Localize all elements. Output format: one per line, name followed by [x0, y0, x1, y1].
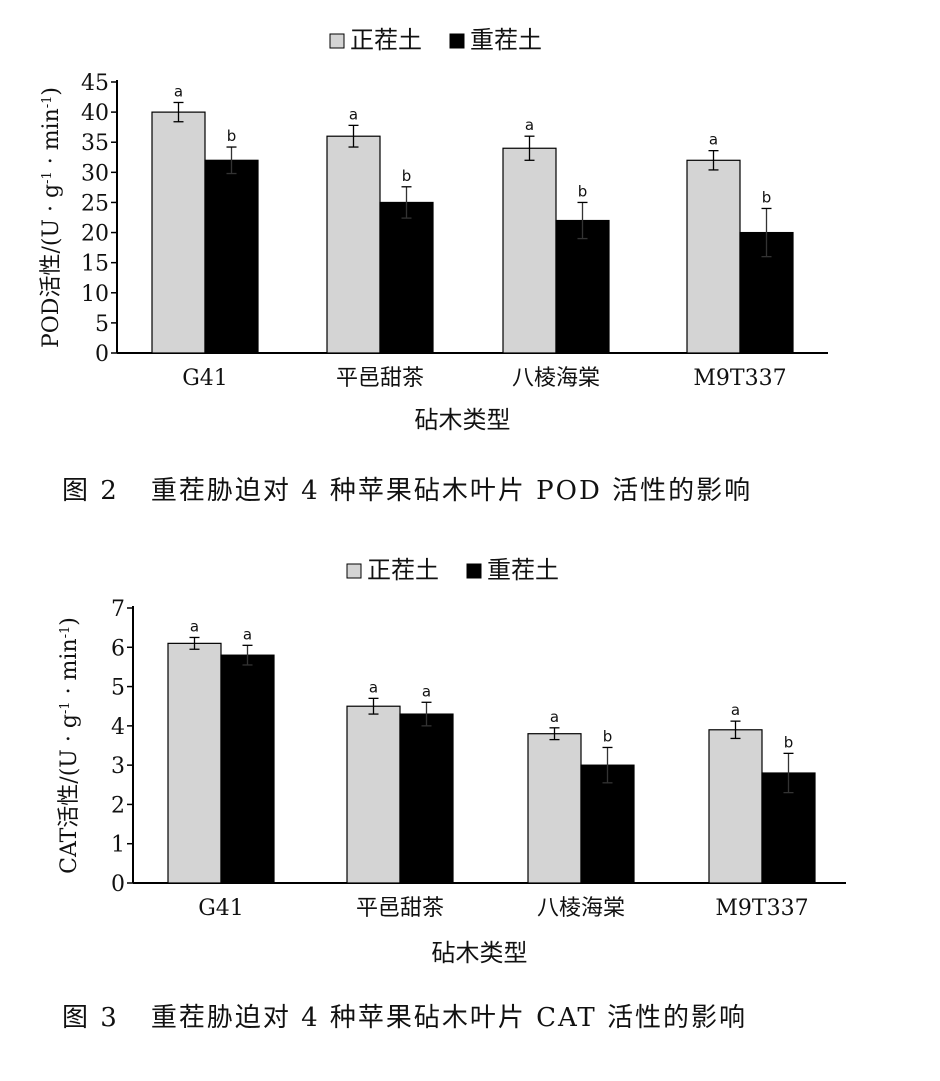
bar: [326, 135, 381, 354]
y-axis-title: CAT活性/(U · g-1 · min-1): [57, 617, 82, 874]
legend-swatch: [449, 33, 465, 49]
legend-label: 重茬土: [470, 26, 542, 54]
significance-label: a: [731, 701, 740, 719]
x-axis-title: 砧木类型: [415, 406, 511, 434]
y-tick-label: 35: [81, 131, 109, 156]
bar: [739, 231, 794, 354]
y-tick-label: 0: [95, 342, 109, 367]
cat-chart: 正茬土 重茬土 0 1 2 3 4 5 6 7 a a G41 a a 平邑甜茶 a b 八棱海棠 a b M9T337 砧…: [57, 556, 846, 967]
y-tick-label: 1: [111, 833, 125, 858]
bar: [379, 201, 434, 354]
bar: [399, 713, 454, 884]
bar: [527, 733, 582, 884]
significance-label: a: [709, 131, 718, 149]
significance-label: b: [784, 733, 794, 751]
y-tick-label: 6: [111, 636, 125, 661]
significance-label: b: [603, 727, 613, 745]
significance-label: b: [402, 167, 412, 185]
y-tick-label: 10: [81, 282, 109, 307]
figure-caption: 图 2 重茬胁迫对 4 种苹果砧木叶片 POD 活性的影响: [62, 470, 752, 507]
y-tick-label: 5: [111, 676, 125, 701]
x-axis-title: 砧木类型: [432, 939, 528, 967]
y-tick-label: 25: [81, 191, 109, 216]
x-tick-label: G41: [198, 896, 244, 921]
y-tick-label: 0: [111, 872, 125, 897]
bar: [167, 642, 222, 884]
caption-text: 重茬胁迫对 4 种苹果砧木叶片 CAT 活性的影响: [150, 1003, 748, 1033]
x-tick-label: 八棱海棠: [537, 896, 625, 921]
x-tick-label: 平邑甜茶: [336, 366, 424, 391]
significance-label: b: [227, 127, 237, 145]
legend-swatch: [346, 563, 362, 579]
x-tick-label: 八棱海棠: [512, 366, 600, 391]
y-tick-label: 15: [81, 252, 109, 277]
x-tick-label: M9T337: [693, 366, 786, 391]
significance-label: a: [243, 625, 252, 643]
significance-label: b: [762, 188, 772, 206]
y-tick-label: 40: [81, 101, 109, 126]
significance-label: a: [422, 682, 431, 700]
caption-number: 图 2: [62, 476, 119, 506]
significance-label: a: [349, 105, 358, 123]
legend-swatch: [466, 563, 482, 579]
caption-text: 重茬胁迫对 4 种苹果砧木叶片 POD 活性的影响: [150, 476, 753, 506]
y-tick-label: 7: [111, 597, 125, 622]
bar: [686, 159, 741, 354]
significance-label: b: [578, 182, 588, 200]
x-tick-label: 平邑甜茶: [356, 896, 444, 921]
bar: [204, 159, 259, 354]
figure-caption: 图 3 重茬胁迫对 4 种苹果砧木叶片 CAT 活性的影响: [62, 997, 747, 1034]
caption-number: 图 3: [62, 1003, 119, 1033]
bar: [151, 111, 206, 354]
x-tick-label: M9T337: [715, 896, 808, 921]
significance-label: a: [369, 678, 378, 696]
bar: [220, 654, 275, 884]
y-tick-label: 20: [81, 222, 109, 247]
significance-label: a: [174, 82, 183, 100]
y-tick-label: 45: [81, 71, 109, 96]
bar: [502, 147, 557, 354]
y-tick-label: 4: [111, 715, 125, 740]
y-axis-title: POD活性/(U · g-1 · min-1): [39, 87, 64, 348]
legend-swatch: [329, 33, 345, 49]
y-tick-label: 30: [81, 161, 109, 186]
significance-label: a: [190, 617, 199, 635]
figure-cat: 正茬土 重茬土 0 1 2 3 4 5 6 7 a a G41 a a 平邑甜茶 a b 八棱海棠 a b M9T337 砧…: [0, 540, 940, 1040]
significance-label: a: [550, 708, 559, 726]
y-tick-label: 5: [95, 312, 109, 337]
legend-label: 正茬土: [367, 556, 439, 584]
bar: [580, 764, 635, 884]
legend-label: 正茬土: [350, 26, 422, 54]
pod-chart: 正茬土 重茬土 0 5 10 15 20 25 30 35 40 45 a b G41 a b 平邑甜茶 a b 八棱海…: [39, 26, 828, 434]
legend-label: 重茬土: [487, 556, 559, 584]
bar: [555, 219, 610, 354]
bar: [346, 705, 401, 884]
figure-pod: 正茬土 重茬土 0 5 10 15 20 25 30 35 40 45 a b G41 a b 平邑甜茶 a b 八棱海…: [0, 0, 940, 506]
y-tick-label: 2: [111, 793, 125, 818]
y-tick-label: 3: [111, 754, 125, 779]
x-tick-label: G41: [182, 366, 228, 391]
significance-label: a: [525, 116, 534, 134]
bar: [708, 729, 763, 884]
